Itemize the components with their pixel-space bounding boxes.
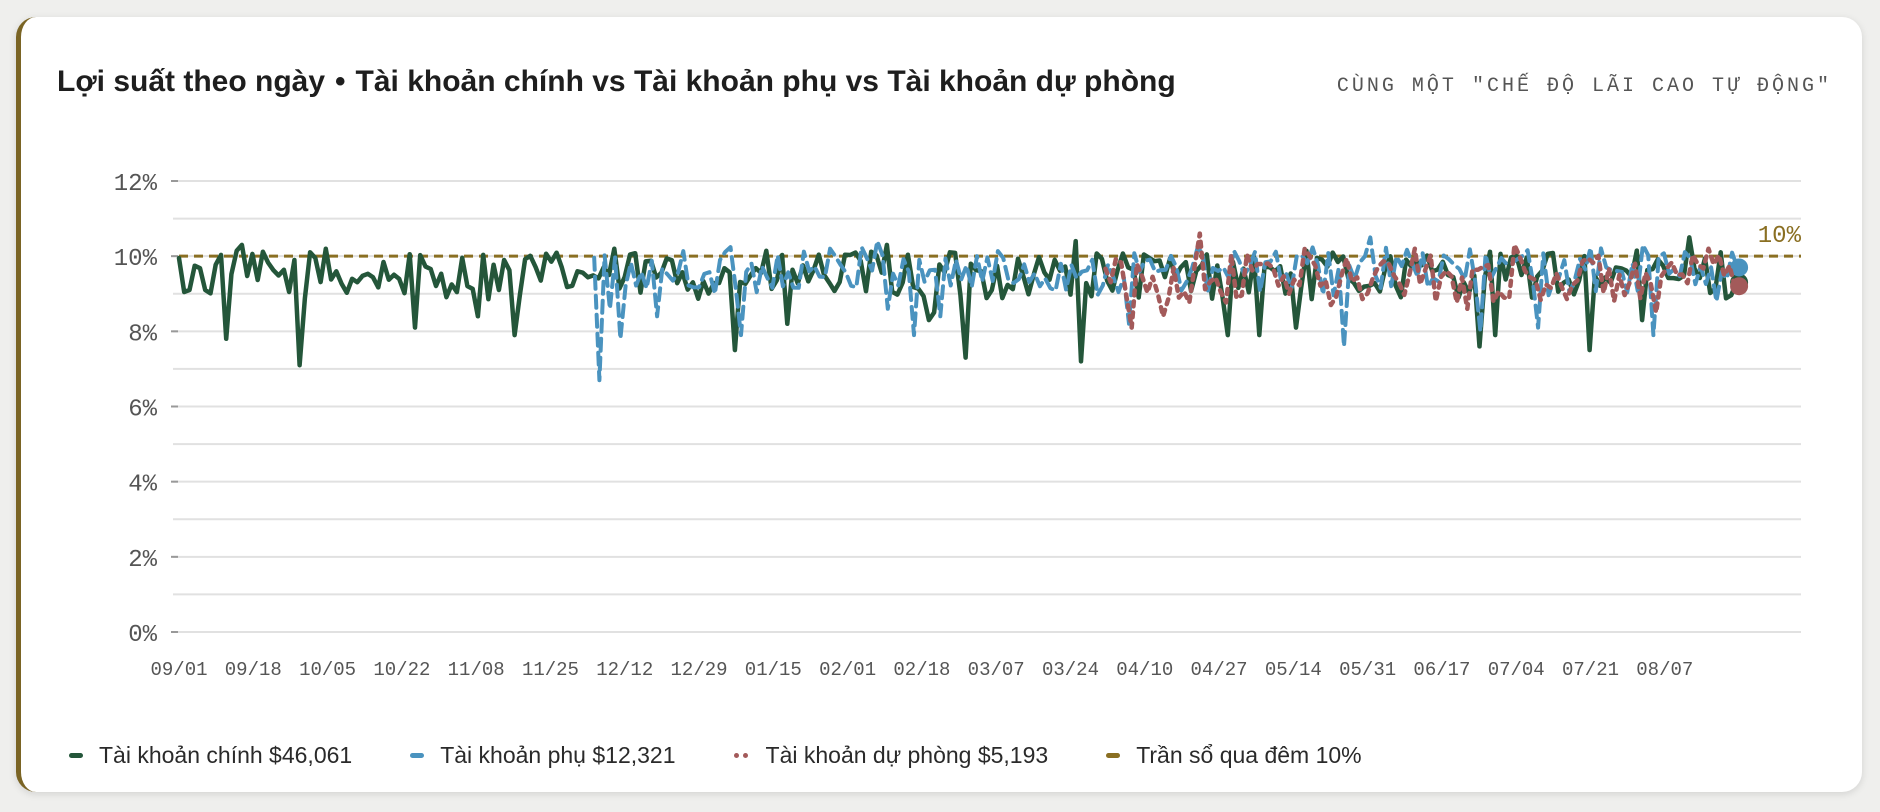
- x-tick-label: 07/21: [1562, 659, 1619, 681]
- x-tick-label: 04/27: [1191, 659, 1248, 681]
- x-tick-label: 01/15: [745, 659, 802, 681]
- x-tick-label: 12/29: [671, 659, 728, 681]
- x-tick-label: 04/10: [1116, 659, 1173, 681]
- legend-item-main[interactable]: Tài khoản chính $46,061: [69, 742, 352, 769]
- legend-item-ceiling[interactable]: Trần sổ qua đêm 10%: [1106, 742, 1362, 769]
- legend-label-main: Tài khoản chính $46,061: [99, 742, 353, 768]
- x-tick-label: 05/31: [1339, 659, 1396, 681]
- x-tick-label: 08/07: [1636, 659, 1693, 681]
- chart-card: Lợi suất theo ngày • Tài khoản chính vs Tà…: [16, 17, 1862, 792]
- legend-swatch-secondary: [410, 753, 425, 758]
- chart-kicker: CÙNG MỘT "CHẾ ĐỘ LÃI CAO TỰ ĐỘNG": [1336, 75, 1832, 98]
- x-tick-label: 10/05: [299, 659, 356, 681]
- legend-label-secondary: Tài khoản phụ $12,321: [440, 742, 676, 768]
- x-axis-ticks: 09/01 09/18 10/05 10/22 11/08 11/25 12/12 12/29…: [150, 659, 1693, 681]
- y-tick-label: 4%: [128, 472, 157, 499]
- x-tick-label: 05/14: [1265, 659, 1322, 681]
- y-tick-label: 10%: [114, 246, 158, 273]
- title-separator: •: [335, 65, 346, 98]
- y-axis-ticks: 0% 2% 4% 6% 8% 10% 12%: [114, 171, 178, 649]
- x-tick-label: 10/22: [373, 659, 430, 681]
- x-tick-label: 09/18: [225, 659, 282, 681]
- y-tick-label: 2%: [128, 547, 157, 574]
- x-tick-label: 02/01: [819, 659, 876, 681]
- series-line-reserve: [1103, 231, 1737, 330]
- y-tick-label: 0%: [128, 622, 157, 649]
- line-chart: 0% 2% 4% 6% 8% 10% 12% 09/01 09/18 10/05 10/22 11/…: [114, 171, 1802, 681]
- legend-label-reserve: Tài khoản dự phòng $5,193: [765, 742, 1049, 768]
- series-end-dot: [1730, 277, 1749, 296]
- legend-item-reserve[interactable]: Tài khoản dự phòng $5,193: [733, 742, 1049, 769]
- x-tick-label: 06/17: [1413, 659, 1470, 681]
- x-tick-label: 03/07: [968, 659, 1025, 681]
- x-tick-label: 11/08: [448, 659, 505, 681]
- x-tick-label: 12/12: [596, 659, 653, 681]
- title-right: Tài khoản chính vs Tài khoản phụ vs Tài …: [355, 65, 1176, 98]
- y-tick-label: 12%: [114, 171, 158, 198]
- x-tick-label: 02/18: [893, 659, 950, 681]
- x-tick-label: 07/04: [1488, 659, 1545, 681]
- legend-label-ceiling: Trần sổ qua đêm 10%: [1136, 742, 1362, 768]
- x-tick-label: 09/01: [150, 659, 207, 681]
- y-tick-label: 8%: [128, 321, 157, 348]
- legend-item-secondary[interactable]: Tài khoản phụ $12,321: [410, 742, 676, 769]
- series-group: [176, 231, 1749, 383]
- chart-title: Lợi suất theo ngày • Tài khoản chính vs Tà…: [57, 65, 1176, 99]
- reference-line-group: 10%: [179, 223, 1802, 258]
- legend-swatch-ceiling: [1106, 753, 1121, 758]
- title-left: Lợi suất theo ngày: [57, 65, 326, 98]
- grid-lines: [173, 180, 1801, 633]
- legend: Tài khoản chính $46,061 Tài khoản phụ $1…: [69, 742, 1420, 769]
- series-line-secondary: [592, 235, 1740, 383]
- y-tick-label: 6%: [128, 397, 157, 424]
- reference-line-label: 10%: [1758, 223, 1802, 250]
- legend-swatch-reserve: [733, 753, 750, 758]
- x-tick-label: 03/24: [1042, 659, 1099, 681]
- x-tick-label: 11/25: [522, 659, 579, 681]
- legend-swatch-main: [69, 753, 83, 758]
- series-end-dot: [1730, 258, 1749, 277]
